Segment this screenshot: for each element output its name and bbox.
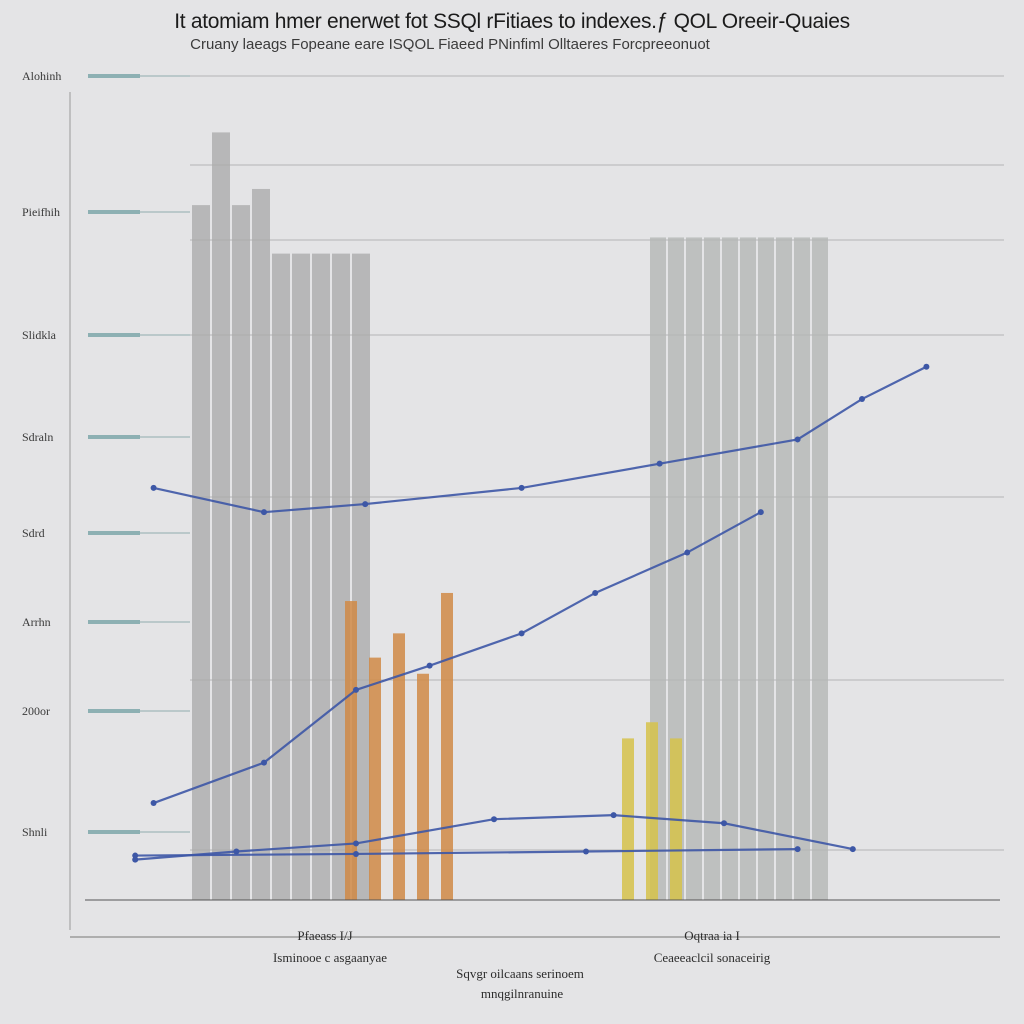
bar-orange: [441, 592, 453, 900]
bar-right-gray: [686, 237, 702, 900]
bar-right-gray: [740, 237, 756, 900]
line-point: [721, 820, 727, 827]
y-tick-labels: Alohinh Pieifhih Slidkla Sdraln Sdrd Arrhn 200…: [22, 69, 190, 839]
line-point: [684, 549, 691, 556]
line-point: [592, 589, 599, 596]
bar-left-gray: [312, 253, 330, 901]
bar-left-gray: [212, 132, 230, 900]
line-point: [757, 509, 764, 516]
bar-group: [192, 132, 828, 901]
bar-yellow: [622, 738, 634, 900]
bar-right-gray: [812, 237, 828, 900]
x-label-left-2: Isminooe c asgaanyae: [273, 950, 387, 965]
bar-right-gray: [776, 237, 792, 900]
bar-right-gray: [722, 237, 738, 900]
bar-orange: [369, 657, 381, 900]
line-point: [353, 850, 359, 857]
center-caption-1: Sqvgr oilcaans serinoem: [456, 966, 584, 981]
bar-right-gray: [758, 237, 774, 900]
y-tick-label: 200or: [22, 704, 50, 718]
line-point: [859, 396, 865, 403]
x-labels: Pfaeass I/J Isminooe c asgaanyae Oqtraa …: [273, 928, 771, 1001]
center-caption-2: mnqgilnranuine: [481, 986, 564, 1001]
y-tick-label: Sdrd: [22, 526, 45, 540]
line-point: [353, 686, 359, 693]
bar-left-gray: [272, 253, 290, 901]
y-tick-marker: [88, 210, 140, 214]
y-tick-label: Slidkla: [22, 328, 57, 342]
line-series-4: [135, 847, 798, 857]
line-series-1: [153, 365, 927, 514]
y-tick-label: Sdraln: [22, 430, 53, 444]
line-series-2: [153, 511, 762, 805]
y-tick-label: Arrhn: [22, 615, 51, 629]
y-tick-marker: [88, 620, 140, 624]
y-tick-label: Pieifhih: [22, 205, 60, 219]
bar-right-gray: [794, 237, 810, 900]
line-point: [261, 509, 267, 516]
x-label-right-1: Oqtraa ia I: [684, 928, 740, 943]
bar-right-gray: [668, 237, 684, 900]
bar-right-gray: [704, 237, 720, 900]
y-tick-marker: [88, 333, 140, 337]
chart-subtitle: Cruany laeags Fopeane eare ISQOL Fiaeed …: [190, 36, 710, 53]
line-point: [794, 436, 801, 443]
line-point: [491, 816, 497, 823]
line-point: [518, 484, 525, 491]
bar-orange: [345, 601, 357, 900]
y-tick-marker: [88, 531, 140, 535]
line-point: [849, 846, 856, 853]
bar-orange: [417, 673, 429, 900]
bar-left-gray: [192, 205, 210, 900]
bar-left-gray: [292, 253, 310, 901]
line-point: [426, 662, 433, 669]
y-tick-marker: [88, 435, 140, 439]
line-point: [656, 460, 663, 467]
line-point: [362, 501, 369, 508]
bar-left-gray: [232, 205, 250, 900]
x-label-left-1: Pfaeass I/J: [297, 928, 352, 943]
line-point: [132, 852, 139, 859]
y-tick-marker: [88, 709, 140, 713]
bar-yellow: [646, 722, 658, 900]
y-tick-label: Shnli: [22, 825, 48, 839]
bar-left-gray: [252, 188, 270, 900]
bar-orange: [393, 633, 405, 900]
y-tick-marker: [88, 74, 140, 78]
y-tick-marker: [88, 830, 140, 834]
chart-title: It atomiam hmer enerwet fot SSQl rFitiae…: [174, 10, 850, 33]
x-label-right-2: Ceaeeaclcil sonaceirig: [654, 950, 771, 965]
line-point: [794, 846, 801, 853]
line-point: [610, 812, 617, 819]
line-point: [150, 484, 157, 491]
line-series-group: [132, 363, 930, 863]
y-tick-label: Alohinh: [22, 69, 61, 83]
line-point: [150, 800, 157, 807]
line-point: [233, 848, 240, 855]
line-point: [261, 759, 267, 766]
line-point: [353, 840, 359, 847]
line-point: [583, 848, 589, 855]
line-point: [518, 630, 525, 637]
line-point: [923, 363, 930, 370]
